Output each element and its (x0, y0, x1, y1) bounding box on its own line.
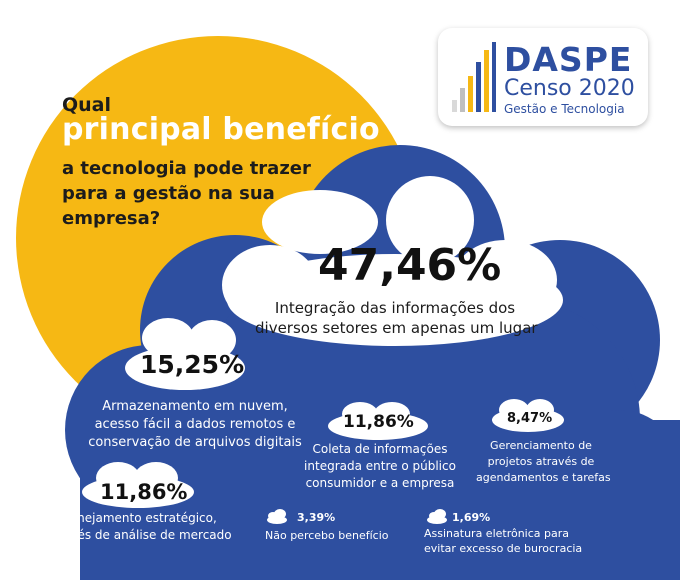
question-line-4: para a gestão na sua (62, 183, 275, 204)
value-label-nao-percebo: 3,39% (297, 511, 336, 524)
category-label-armazenamento: Armazenamento em nuvem, acesso fácil a d… (82, 398, 308, 452)
category-label-coleta: Coleta de informações integrada entre o … (300, 441, 460, 492)
value-label-planejamento: 11,86% (100, 480, 188, 504)
category-label-nao-percebo: Não percebo benefício (265, 528, 395, 543)
logo: DASPE Censo 2020 Gestão e Tecnologia (438, 28, 648, 126)
category-label-line: integrada entre o público (304, 459, 456, 473)
category-label-line: Planejamento estratégico, (59, 511, 217, 525)
logo-tagline: Gestão e Tecnologia (504, 102, 625, 116)
value-label-armazenamento: 15,25% (140, 350, 245, 379)
value-label-assinatura: 1,69% (452, 511, 491, 524)
category-label-line: acesso fácil a dados remotos e (94, 417, 296, 432)
question-rest: a tecnologia pode trazer para a gestão n… (62, 156, 382, 231)
category-label-integracao: Integração das informações dos diversos … (255, 298, 538, 338)
category-label-line: através de análise de mercado (46, 528, 232, 542)
category-label-line: agendamentos e tarefas (476, 471, 611, 484)
question-line-1: Qual (62, 94, 112, 116)
category-label-gerenciamento: Gerenciamento de projetos através de age… (476, 438, 611, 486)
question-highlight: principal benefício (62, 112, 380, 147)
white-cloud-15 (125, 318, 245, 390)
category-label-line: evitar excesso de burocracia (424, 542, 583, 555)
white-cloud-8 (492, 399, 564, 432)
category-label-line: Não percebo benefício (265, 529, 389, 542)
value-label-integracao: 47,46% (318, 240, 502, 291)
category-label-assinatura: Assinatura eletrônica para evitar excess… (424, 526, 594, 556)
white-cloud-11-center (328, 402, 428, 440)
category-label-planejamento: Planejamento estratégico, através de aná… (46, 510, 232, 544)
value-label-gerenciamento: 8,47% (507, 411, 553, 426)
cloud-icon (267, 509, 287, 524)
category-label-line: Assinatura eletrônica para (424, 527, 570, 540)
category-label-line: consumidor e a empresa (305, 476, 455, 490)
category-label-line: Coleta de informações (312, 442, 448, 456)
category-label-line: diversos setores em apenas um lugar (255, 319, 538, 337)
white-cloud-11-left (82, 462, 194, 508)
bar-chart-icon (452, 42, 496, 112)
category-label-line: projetos através de (487, 455, 595, 468)
category-label-line: Integração das informações dos (274, 299, 516, 317)
cloud-icon (427, 509, 447, 524)
category-label-line: conservação de arquivos digitais (88, 435, 302, 450)
category-label-line: Gerenciamento de (490, 439, 592, 452)
question-line-3: a tecnologia pode trazer (62, 158, 311, 179)
value-label-coleta: 11,86% (343, 412, 414, 432)
logo-subtitle: Censo 2020 (504, 76, 635, 101)
logo-name: DASPE (504, 40, 633, 79)
white-cloud-main (222, 176, 563, 346)
category-label-line: Armazenamento em nuvem, (102, 399, 288, 414)
question-line-5: empresa? (62, 208, 161, 229)
